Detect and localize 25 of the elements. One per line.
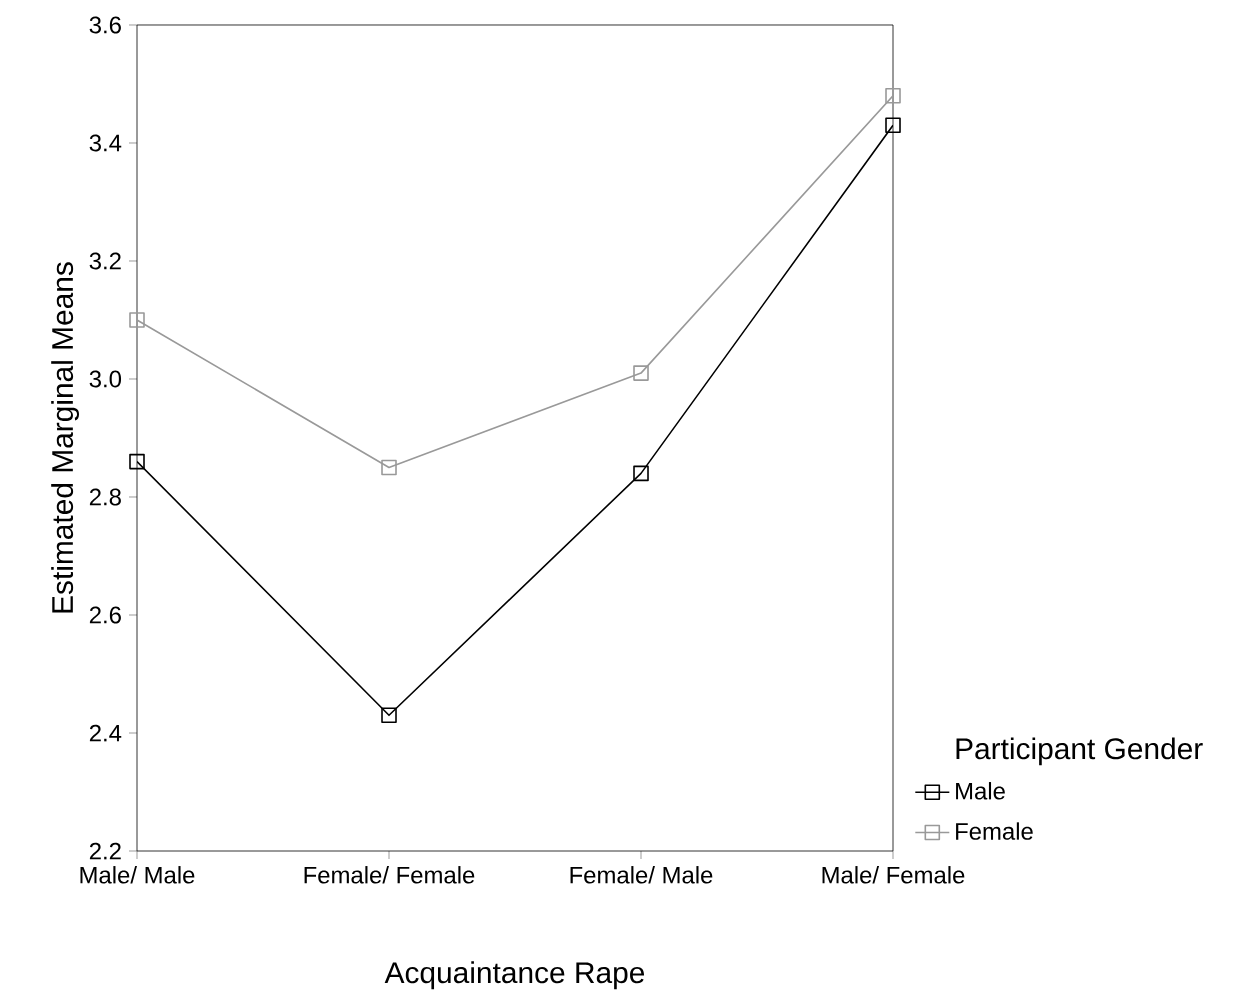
x-tick-label: Female/ Male	[570, 866, 713, 884]
point	[885, 87, 901, 104]
y-tick-label: 2.6	[89, 606, 121, 624]
x-tick-label: Male/ Female	[822, 866, 965, 884]
legend-label: Female	[956, 822, 1033, 840]
x-axis-title: Acquaintance Rape	[384, 961, 645, 990]
x-tick-label: Female/ Female	[304, 866, 475, 884]
y-tick-label: 2.4	[89, 724, 122, 742]
point	[129, 453, 145, 470]
point	[885, 117, 901, 134]
y-axis-title: Estimated Marginal Means	[51, 262, 80, 613]
legend-title: Participant Gender	[956, 737, 1203, 766]
y-tick-label: 2.2	[89, 842, 121, 860]
x-tick-label: Male/ Male	[80, 866, 195, 884]
y-tick-label: 2.8	[89, 488, 121, 506]
y-tick-label: 3.6	[89, 16, 121, 34]
y-tick-label: 3.2	[89, 252, 121, 270]
legend-label: Male	[956, 782, 1005, 800]
point	[633, 465, 649, 482]
y-tick-label: 3.0	[89, 370, 122, 388]
point	[381, 459, 397, 476]
point	[129, 312, 145, 328]
point	[381, 707, 397, 724]
point	[633, 365, 649, 381]
y-tick-label: 3.4	[89, 134, 122, 152]
